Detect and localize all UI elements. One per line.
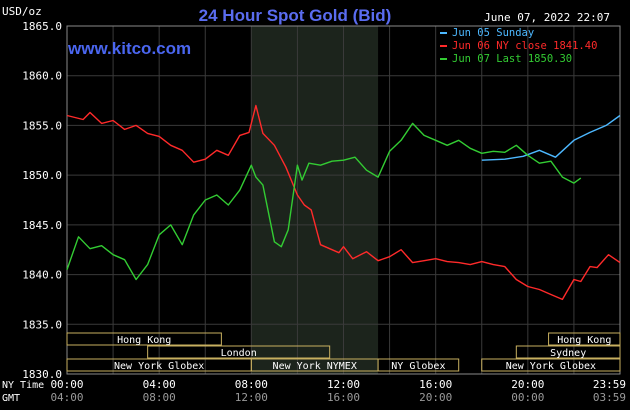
x-axis-row-label: GMT — [2, 393, 20, 404]
y-tick-label: 1835.0 — [22, 318, 62, 331]
x-tick-label: 04:00 — [143, 378, 176, 391]
x-tick-label: 12:00 — [235, 391, 268, 404]
x-tick-label: 08:00 — [235, 378, 268, 391]
timestamp: June 07, 2022 22:07 — [484, 11, 610, 24]
x-tick-label: 20:00 — [511, 378, 544, 391]
x-tick-label: 08:00 — [143, 391, 176, 404]
y-tick-label: 1865.0 — [22, 20, 62, 33]
y-tick-label: 1845.0 — [22, 219, 62, 232]
legend-entry: Jun 06 NY close 1841.40 — [452, 40, 597, 52]
x-tick-label: 16:00 — [327, 391, 360, 404]
market-session-label: New York NYMEX — [273, 361, 357, 372]
y-tick-label: 1855.0 — [22, 119, 62, 132]
x-tick-label: 00:00 — [50, 378, 83, 391]
market-session-label: New York Globex — [506, 361, 596, 372]
market-session-label: Hong Kong — [117, 335, 171, 346]
x-tick-label: 20:00 — [419, 391, 452, 404]
market-session-label: Sydney — [550, 348, 586, 359]
x-tick-label: 23:59 — [593, 378, 626, 391]
series-line-2 — [66, 104, 621, 301]
market-session-bar — [377, 358, 460, 372]
market-session-bar — [481, 358, 621, 372]
y-tick-label: 1860.0 — [22, 70, 62, 83]
market-session-label: Hong Kong — [557, 335, 611, 346]
x-tick-label: 04:00 — [50, 391, 83, 404]
series-line-1 — [481, 114, 621, 161]
x-axis-row-label: NY Time — [2, 380, 44, 391]
x-tick-label: 03:59 — [593, 391, 626, 404]
x-tick-label: 12:00 — [327, 378, 360, 391]
legend-entry: Jun 05 Sunday — [452, 27, 534, 39]
kitco-watermark: www.kitco.com — [67, 39, 191, 58]
market-session-label: New York Globex — [114, 361, 204, 372]
market-session-bar — [147, 345, 331, 359]
nymex-session-shade — [251, 26, 379, 374]
market-session-bar — [66, 332, 222, 346]
market-session-label: NY Globex — [391, 361, 445, 372]
series-line-3 — [66, 122, 582, 281]
y-tick-label: 1830.0 — [22, 368, 62, 381]
y-tick-label: 1850.0 — [22, 169, 62, 182]
x-tick-label: 16:00 — [419, 378, 452, 391]
market-session-label: London — [221, 348, 257, 359]
chart-title: 24 Hour Spot Gold (Bid) — [199, 6, 392, 25]
y-tick-label: 1840.0 — [22, 269, 62, 282]
market-session-bar — [515, 345, 621, 359]
x-tick-label: 00:00 — [511, 391, 544, 404]
legend-entry: Jun 07 Last 1850.30 — [452, 53, 572, 65]
plot-border — [66, 25, 621, 375]
market-session-bar — [548, 332, 621, 346]
y-axis-label: USD/oz — [2, 5, 42, 18]
